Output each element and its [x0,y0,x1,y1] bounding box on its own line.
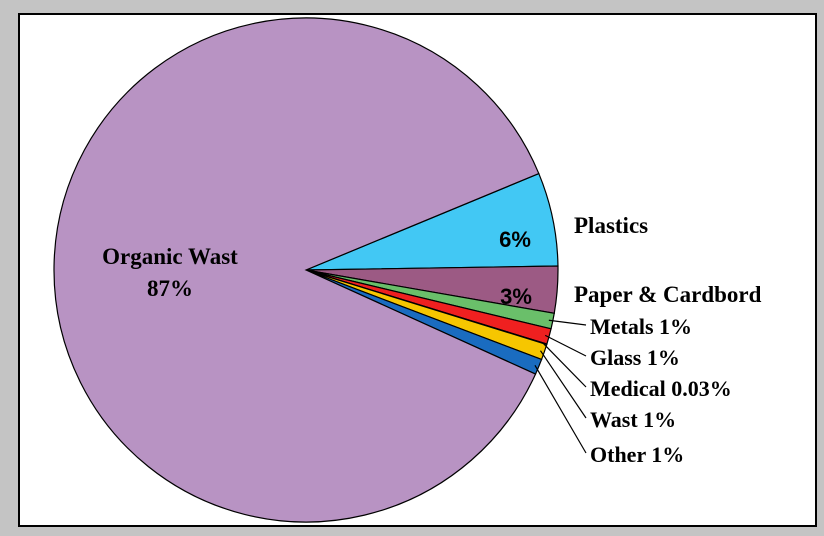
pie-slice-organic-wast [53,17,540,523]
leader-line [548,319,587,326]
leader-line [534,364,587,454]
slice-label-other-1: Other 1% [590,442,684,467]
slice-value-paper-cardbord: 3% [500,284,532,309]
slice-value-organic-wast: 87% [147,276,193,301]
slice-label-metals-1: Metals 1% [590,314,692,339]
slice-label-organic-wast: Organic Wast [102,244,238,269]
leader-line [542,342,587,388]
slice-label-medical-0-03: Medical 0.03% [590,376,732,401]
leader-line [539,350,587,419]
slice-label-glass-1: Glass 1% [590,345,680,370]
leader-line [544,334,587,357]
slice-value-plastics: 6% [499,227,531,252]
slice-label-plastics: Plastics [574,213,648,238]
slice-label-wast-1: Wast 1% [590,407,676,432]
slice-label-paper-cardbord: Paper & Cardbord [574,282,762,307]
